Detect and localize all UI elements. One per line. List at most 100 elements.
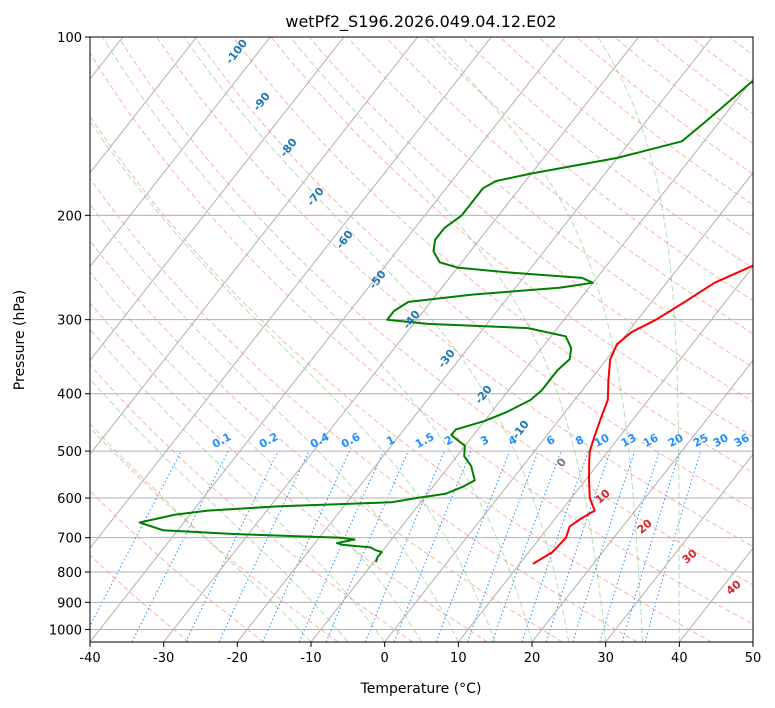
moist-adiabat-line: [102, 37, 533, 642]
x-tick-label: -20: [227, 651, 248, 666]
mixing-ratio-line: [521, 450, 589, 642]
mixing-ratio-line: [90, 450, 182, 628]
isotherm-label: -90: [250, 90, 273, 114]
dry-adiabat-label: 10: [593, 486, 613, 506]
y-tick-label: 400: [57, 388, 82, 403]
moist-adiabat-line: [90, 328, 386, 642]
mixing-ratio-label: 20: [666, 431, 686, 450]
isotherm-line: [90, 37, 197, 174]
moist-adiabat-line: [90, 422, 312, 642]
temperature-profile: [532, 264, 753, 565]
isotherm-label: -60: [333, 228, 356, 252]
mixing-ratio-line: [262, 450, 351, 642]
isotherm-line: [384, 171, 753, 642]
dry-adiabat-line: [347, 37, 753, 369]
dry-adiabat-line: [309, 37, 753, 403]
isotherm-label: -20: [472, 383, 495, 407]
isotherm-label: -100: [223, 37, 250, 67]
skewed-isotherms: [90, 37, 753, 642]
isotherm-line: [236, 37, 713, 642]
dry-adiabat-line: [423, 37, 753, 302]
isotherm-label: -80: [277, 136, 300, 160]
mixing-ratio-label: 6: [544, 433, 557, 448]
pressure-gridlines: [90, 37, 753, 630]
dry-adiabat-line: [537, 37, 753, 206]
x-tick-label: 30: [597, 651, 614, 666]
isotherm-label: -40: [400, 308, 423, 332]
dry-adiabat-line: [385, 37, 753, 335]
moist-adiabat-line: [90, 271, 422, 642]
dry-adiabat-line: [90, 426, 339, 642]
dry-adiabats: [90, 37, 753, 642]
zero-isotherm-label: 0: [554, 455, 569, 469]
mixing-ratio-line: [644, 450, 702, 642]
mixing-ratio-label: 16: [641, 431, 661, 450]
dry-adiabat-line: [461, 37, 753, 269]
dry-adiabat-line: [90, 239, 563, 642]
mixing-ratio-line: [599, 450, 660, 642]
dry-adiabat-line: [156, 37, 753, 548]
dry-adiabat-line: [194, 37, 753, 510]
mixing-ratio-line: [467, 450, 539, 642]
y-tick-label: 100: [57, 31, 82, 46]
dry-adiabat-label: 40: [724, 577, 744, 597]
mixing-ratio-label: 1.5: [413, 430, 436, 451]
chart-title: wetPf2_S196.2026.049.04.12.E02: [285, 12, 556, 32]
isotherm-line: [90, 37, 345, 362]
mixing-ratio-line: [298, 450, 384, 642]
mixing-ratio-label: 3: [478, 433, 491, 448]
moist-adiabat-line: [90, 203, 459, 642]
mixing-ratio-label: 0.6: [339, 430, 363, 451]
mixing-ratio-label: 0.2: [257, 430, 280, 451]
isotherm-line: [457, 265, 753, 642]
mixing-ratio-label: 13: [619, 431, 639, 450]
dry-adiabat-line: [652, 37, 753, 115]
isotherm-line: [90, 37, 271, 268]
y-axis-title: Pressure (hPa): [12, 290, 28, 390]
moist-adiabat-line: [430, 37, 643, 642]
dry-adiabat-label: 30: [680, 546, 700, 566]
x-tick-label: -10: [300, 651, 321, 666]
y-tick-label: 300: [57, 314, 82, 329]
x-tick-label: -30: [153, 651, 174, 666]
isotherm-label: -70: [304, 185, 327, 209]
moist-adiabat-line: [90, 120, 496, 642]
dry-adiabat-line: [614, 37, 753, 145]
x-tick-label: 10: [450, 651, 467, 666]
moist-adiabat-line: [289, 37, 607, 642]
mixing-ratio-line: [185, 450, 279, 642]
mixing-ratio-lines: [90, 450, 702, 642]
y-tick-label: 700: [57, 532, 82, 547]
y-tick-label: 1000: [49, 623, 82, 638]
dry-adiabat-line: [90, 364, 414, 642]
moist-adiabat-line: [90, 378, 349, 642]
y-tick-label: 500: [57, 445, 82, 460]
x-tick-label: -40: [79, 651, 100, 666]
mixing-ratio-label: 30: [711, 431, 731, 450]
axes: -40 -30 -20 -10 0 10 20 30 40 5010009008007006005…: [49, 31, 761, 666]
mixing-ratio-label: 25: [691, 431, 711, 450]
mixing-ratio-label: 8: [573, 433, 586, 448]
mixing-ratio-line: [435, 450, 511, 642]
dewpoint-profile: [138, 79, 753, 563]
mixing-ratio-line: [545, 450, 612, 642]
sounding-profiles: [138, 79, 753, 565]
mixing-ratio-label: 10: [592, 431, 612, 450]
y-tick-label: 900: [57, 596, 82, 611]
moist-adiabats: [90, 37, 680, 642]
y-tick-label: 200: [57, 209, 82, 224]
isotherm-line: [605, 453, 753, 642]
moist-adiabat-line: [597, 37, 680, 642]
dry-adiabat-line: [90, 301, 488, 642]
dry-adiabat-line: [118, 37, 753, 586]
mixing-ratio-line: [491, 450, 562, 642]
isotherm-line: [752, 641, 753, 642]
x-tick-label: 50: [745, 651, 762, 666]
dry-adiabat-line: [90, 52, 753, 625]
line-labels: -100-90-80-70-60-50-40-30-20-100.1 0.2 0.4…: [210, 37, 752, 598]
mixing-ratio-line: [572, 450, 636, 642]
mixing-ratio-line: [218, 450, 310, 642]
dry-adiabat-line: [90, 115, 712, 642]
mixing-ratio-line: [621, 450, 681, 642]
